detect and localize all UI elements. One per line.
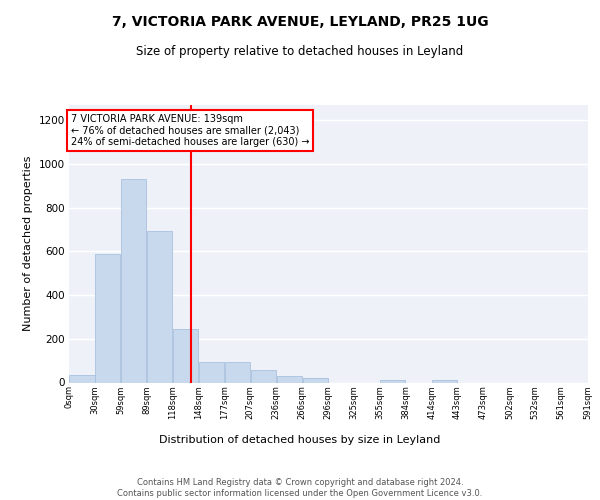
Bar: [121, 180, 146, 382]
Bar: [225, 362, 250, 382]
Bar: [173, 329, 198, 382]
Bar: [70, 375, 95, 382]
Y-axis label: Number of detached properties: Number of detached properties: [23, 156, 33, 332]
Bar: [147, 230, 172, 382]
Text: 7, VICTORIA PARK AVENUE, LEYLAND, PR25 1UG: 7, VICTORIA PARK AVENUE, LEYLAND, PR25 1…: [112, 15, 488, 29]
Bar: [95, 254, 121, 382]
Text: 7 VICTORIA PARK AVENUE: 139sqm
← 76% of detached houses are smaller (2,043)
24% : 7 VICTORIA PARK AVENUE: 139sqm ← 76% of …: [71, 114, 309, 147]
Bar: [251, 370, 276, 382]
Bar: [199, 362, 224, 382]
Bar: [432, 380, 457, 382]
Bar: [302, 378, 328, 382]
Text: Size of property relative to detached houses in Leyland: Size of property relative to detached ho…: [136, 45, 464, 58]
Bar: [277, 376, 302, 382]
Text: Contains HM Land Registry data © Crown copyright and database right 2024.
Contai: Contains HM Land Registry data © Crown c…: [118, 478, 482, 498]
Bar: [380, 380, 406, 382]
Text: Distribution of detached houses by size in Leyland: Distribution of detached houses by size …: [160, 435, 440, 445]
